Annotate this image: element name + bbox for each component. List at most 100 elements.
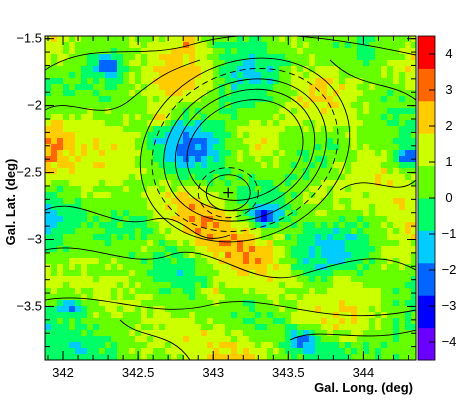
heatmap-cell: [249, 162, 256, 169]
heatmap-cell: [279, 138, 286, 145]
heatmap-cell: [69, 102, 76, 109]
heatmap-cell: [99, 192, 106, 199]
heatmap-cell: [411, 282, 416, 289]
heatmap-cell: [363, 282, 370, 289]
heatmap-cell: [129, 186, 136, 193]
heatmap-cell: [351, 96, 358, 103]
heatmap-cell: [219, 324, 226, 331]
heatmap-cell: [387, 114, 394, 121]
heatmap-cell: [111, 96, 118, 103]
heatmap-cell: [267, 138, 274, 145]
heatmap-cell: [321, 288, 328, 295]
heatmap-cell: [141, 174, 148, 181]
heatmap-cell: [165, 330, 172, 337]
heatmap-cell: [237, 162, 244, 169]
heatmap-cell: [405, 270, 412, 277]
heatmap-cell: [147, 222, 154, 229]
heatmap-cell: [315, 48, 322, 55]
heatmap-cell: [375, 240, 382, 247]
heatmap-cell: [333, 222, 340, 229]
heatmap-cell: [273, 294, 280, 301]
heatmap-cell: [309, 234, 316, 241]
heatmap-cell: [333, 216, 340, 223]
heatmap-cell: [261, 348, 268, 355]
heatmap-cell: [225, 318, 232, 325]
heatmap-cell: [153, 330, 160, 337]
heatmap-cell: [195, 300, 202, 307]
heatmap-cell: [123, 90, 130, 97]
heatmap-cell: [291, 192, 298, 199]
heatmap-cell: [195, 210, 202, 217]
heatmap-cell: [297, 210, 304, 217]
heatmap-cell: [177, 66, 184, 73]
heatmap-cell: [303, 330, 310, 337]
heatmap-cell: [345, 54, 352, 61]
heatmap-cell: [99, 282, 106, 289]
heatmap-cell: [249, 180, 256, 187]
heatmap-cell: [117, 318, 124, 325]
heatmap-cell: [141, 60, 148, 67]
heatmap-cell: [393, 42, 400, 49]
heatmap-cell: [309, 342, 316, 349]
heatmap-cell: [393, 258, 400, 265]
heatmap-cell: [333, 114, 340, 121]
heatmap-cell: [219, 48, 226, 55]
heatmap-cell: [255, 234, 262, 241]
heatmap-cell: [393, 78, 400, 85]
heatmap-cell: [267, 318, 274, 325]
heatmap-cell: [237, 240, 244, 247]
heatmap-cell: [225, 138, 232, 145]
heatmap-cell: [219, 192, 226, 199]
heatmap-cell: [141, 228, 148, 235]
heatmap-cell: [351, 72, 358, 79]
heatmap-cell: [183, 72, 190, 79]
heatmap-cell: [141, 342, 148, 349]
heatmap-cell: [261, 288, 268, 295]
heatmap-cell: [87, 102, 94, 109]
heatmap-cell: [207, 60, 214, 67]
heatmap-cell: [279, 348, 286, 355]
heatmap-cell: [93, 294, 100, 301]
heatmap-cell: [189, 174, 196, 181]
heatmap-cell: [225, 252, 232, 259]
heatmap-cell: [129, 228, 136, 235]
heatmap-cell: [123, 126, 130, 133]
heatmap-cell: [369, 114, 376, 121]
heatmap-cell: [363, 204, 370, 211]
heatmap-cell: [111, 192, 118, 199]
heatmap-cell: [141, 252, 148, 259]
heatmap-cell: [201, 246, 208, 253]
heatmap-cell: [57, 42, 64, 49]
heatmap-cell: [255, 216, 262, 223]
heatmap-cell: [165, 66, 172, 73]
heatmap-cell: [63, 42, 70, 49]
heatmap-cell: [309, 192, 316, 199]
heatmap-cell: [225, 210, 232, 217]
heatmap-cell: [207, 282, 214, 289]
heatmap-cell: [405, 282, 412, 289]
heatmap-cell: [399, 90, 406, 97]
colorbar-band: [418, 262, 435, 296]
heatmap-cell: [393, 96, 400, 103]
heatmap-cell: [153, 270, 160, 277]
heatmap-cell: [159, 192, 166, 199]
heatmap-cell: [333, 264, 340, 271]
heatmap-cell: [141, 222, 148, 229]
heatmap-cell: [75, 114, 82, 121]
colorbar-tick-label: −1: [442, 226, 457, 241]
heatmap-cell: [141, 132, 148, 139]
heatmap-cell: [69, 84, 76, 91]
heatmap-cell: [105, 66, 112, 73]
heatmap-cell: [123, 120, 130, 127]
heatmap-cell: [117, 108, 124, 115]
heatmap-cell: [309, 336, 316, 343]
heatmap-cell: [51, 288, 58, 295]
heatmap-cell: [399, 282, 406, 289]
heatmap-cell: [99, 54, 106, 61]
heatmap-cell: [117, 54, 124, 61]
heatmap-cell: [375, 246, 382, 253]
heatmap-cell: [147, 192, 154, 199]
heatmap-cell: [387, 342, 394, 349]
heatmap-cell: [177, 300, 184, 307]
heatmap-cell: [105, 96, 112, 103]
